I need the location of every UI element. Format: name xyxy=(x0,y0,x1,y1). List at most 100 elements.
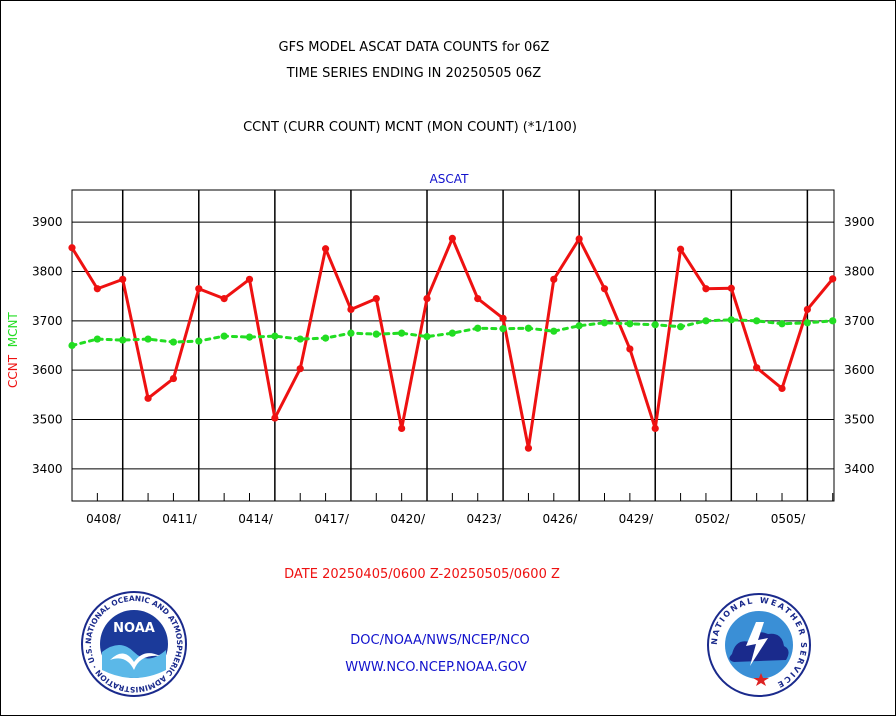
data-point-ccnt xyxy=(169,374,178,383)
data-point-ccnt xyxy=(702,285,710,293)
data-point-mcnt xyxy=(626,320,634,328)
data-point-mcnt xyxy=(829,317,837,325)
data-point-ccnt xyxy=(829,275,837,283)
data-point-ccnt xyxy=(626,345,634,353)
plot-label: ASCAT xyxy=(429,172,469,186)
data-point-ccnt xyxy=(524,444,533,452)
data-point-mcnt xyxy=(68,341,76,350)
data-point-ccnt xyxy=(93,285,101,293)
chart-subtitle: CCNT (CURR COUNT) MCNT (MON COUNT) (*1/1… xyxy=(243,120,577,135)
data-point-ccnt xyxy=(68,244,76,252)
y-tick-label-left: 3400 xyxy=(32,462,63,476)
data-point-ccnt xyxy=(778,384,786,393)
x-tick-label: 0411/ xyxy=(162,512,198,526)
x-tick-label: 0408/ xyxy=(86,512,122,526)
data-point-mcnt xyxy=(372,330,380,338)
data-point-ccnt xyxy=(398,424,406,433)
data-point-ccnt xyxy=(321,245,330,253)
y-tick-label-left: 3900 xyxy=(32,215,63,229)
date-range-label: DATE 20250405/0600 Z-20250505/0600 Z xyxy=(284,567,560,582)
data-point-mcnt xyxy=(753,317,761,325)
data-point-mcnt xyxy=(600,319,609,327)
data-point-mcnt xyxy=(550,327,558,335)
data-point-mcnt xyxy=(499,325,507,333)
data-point-mcnt xyxy=(144,335,152,343)
data-point-mcnt xyxy=(347,329,355,337)
data-point-ccnt xyxy=(271,414,279,422)
series-layer xyxy=(68,234,837,452)
x-tick-label: 0420/ xyxy=(390,512,426,526)
data-point-mcnt xyxy=(448,329,456,337)
series-line-ccnt xyxy=(70,236,834,450)
data-point-mcnt xyxy=(119,336,127,344)
data-point-ccnt xyxy=(474,295,482,303)
data-point-mcnt xyxy=(169,338,178,346)
data-point-ccnt xyxy=(296,365,304,373)
star-icon xyxy=(753,673,769,686)
data-point-mcnt xyxy=(524,324,533,332)
data-point-ccnt xyxy=(727,284,735,292)
x-tick-label: 0417/ xyxy=(314,512,350,526)
data-point-mcnt xyxy=(220,332,228,340)
x-tick-label: 0502/ xyxy=(695,512,731,526)
data-point-mcnt xyxy=(271,332,279,340)
y-tick-label-right: 3700 xyxy=(844,314,875,328)
data-point-ccnt xyxy=(550,275,558,283)
data-point-mcnt xyxy=(702,317,710,325)
x-tick-label: 0423/ xyxy=(466,512,502,526)
data-point-ccnt xyxy=(347,305,355,314)
data-point-ccnt xyxy=(753,364,761,372)
noaa-logo-text: NOAA xyxy=(113,621,155,636)
chart-title-line1: GFS MODEL ASCAT DATA COUNTS for 06Z xyxy=(278,40,550,55)
x-tick-label: 0414/ xyxy=(238,512,274,526)
x-tick-label: 0426/ xyxy=(543,512,579,526)
website-link[interactable]: WWW.NCO.NCEP.NOAA.GOV xyxy=(345,660,527,675)
data-point-mcnt xyxy=(245,333,254,341)
y-tick-label-right: 3400 xyxy=(844,462,875,476)
data-point-mcnt xyxy=(727,316,735,324)
chart-title-line2: TIME SERIES ENDING IN 20250505 06Z xyxy=(286,66,542,81)
data-point-ccnt xyxy=(803,305,811,314)
data-point-ccnt xyxy=(651,424,659,433)
data-point-mcnt xyxy=(803,319,811,327)
y-tick-label-left: 3700 xyxy=(32,314,63,328)
data-point-mcnt xyxy=(296,335,304,343)
data-point-ccnt xyxy=(600,285,609,293)
data-point-mcnt xyxy=(474,324,482,332)
y-tick-label-right: 3600 xyxy=(844,363,875,377)
data-point-mcnt xyxy=(676,323,685,331)
data-point-ccnt xyxy=(448,234,456,242)
data-point-ccnt xyxy=(423,295,431,303)
data-point-mcnt xyxy=(575,322,583,330)
y-tick-label-left: 3800 xyxy=(32,264,63,278)
data-point-ccnt xyxy=(195,285,203,293)
data-point-ccnt xyxy=(676,245,685,253)
noaa-logo: NATIONAL OCEANIC AND ATMOSPHERIC ADMINIS… xyxy=(80,590,187,697)
nws-logo: NATIONAL WEATHER SERVICE xyxy=(707,593,811,697)
data-point-mcnt xyxy=(93,335,101,343)
data-point-mcnt xyxy=(321,334,330,342)
y-tick-labels: 3400 3400 3500 3500 3600 3600 3700 3700 3800 3800… xyxy=(32,215,875,476)
data-point-ccnt xyxy=(575,235,583,243)
grid-lines xyxy=(72,190,834,501)
data-point-mcnt xyxy=(398,329,406,337)
data-point-ccnt xyxy=(499,314,507,322)
x-tick-label: 0429/ xyxy=(619,512,655,526)
data-point-mcnt xyxy=(651,321,659,329)
y-tick-label-left: 3500 xyxy=(32,413,63,427)
data-point-ccnt xyxy=(372,295,380,303)
y-tick-label-right: 3900 xyxy=(844,215,875,229)
org-path-label: DOC/NOAA/NWS/NCEP/NCO xyxy=(350,633,530,648)
data-point-ccnt xyxy=(119,275,127,283)
y-tick-label-right: 3500 xyxy=(844,413,875,427)
y-tick-label-left: 3600 xyxy=(32,363,63,377)
data-point-mcnt xyxy=(423,333,431,341)
data-point-ccnt xyxy=(220,295,228,303)
x-tick-label: 0505/ xyxy=(771,512,807,526)
y-tick-label-right: 3800 xyxy=(844,264,875,278)
data-point-mcnt xyxy=(778,320,786,328)
x-tick-labels: 0408/0411/0414/0417/0420/0423/0426/0429/… xyxy=(86,512,806,526)
data-point-ccnt xyxy=(144,394,152,402)
